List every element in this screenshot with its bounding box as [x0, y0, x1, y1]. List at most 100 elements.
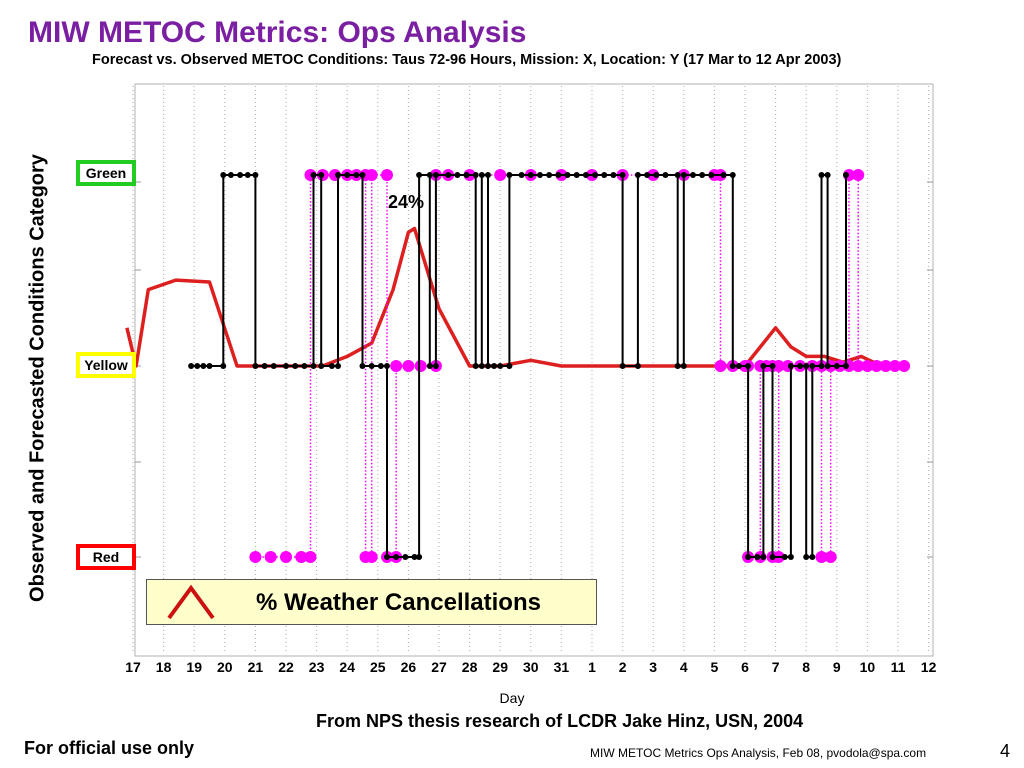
observed-point: [708, 172, 715, 178]
x-tick-label: 19: [186, 659, 202, 675]
observed-point: [610, 172, 617, 178]
observed-point: [619, 172, 626, 178]
observed-point: [506, 363, 513, 369]
observed-point: [653, 172, 660, 178]
observed-point: [283, 363, 289, 369]
observed-point: [824, 172, 831, 178]
x-axis-ticks: 17 18 19 20 21 22 23 24 25 26 27 28 29 30 31 1 2 3 4 5 6 7 8 9 1…: [125, 659, 936, 675]
forecast-point: [402, 360, 415, 372]
observed-point: [555, 172, 562, 178]
category-label-yellow: Yellow: [84, 357, 128, 373]
observed-point: [601, 172, 608, 178]
observed-point: [582, 172, 589, 178]
red-caret-line-icon: [167, 584, 215, 620]
observed-point: [787, 554, 794, 560]
observed-point: [359, 363, 366, 369]
x-tick-label: 5: [711, 659, 719, 675]
observed-point: [527, 172, 534, 178]
observed-point: [310, 363, 317, 369]
observed-point: [478, 363, 485, 369]
x-tick-label: 20: [217, 659, 233, 675]
forecast-point: [815, 551, 828, 563]
x-tick-label: 17: [125, 659, 141, 675]
observed-point: [200, 363, 207, 369]
weather-cancellation-series: [125, 226, 905, 368]
observed-point: [824, 363, 831, 369]
category-box-yellow: Yellow: [76, 352, 136, 378]
observed-point: [619, 363, 626, 369]
observed-point: [842, 363, 849, 369]
observed-point: [368, 363, 375, 369]
x-tick-label: 29: [492, 659, 508, 675]
observed-point: [393, 554, 400, 560]
forecast-point: [390, 360, 403, 372]
forecast-point: [304, 551, 317, 563]
forecast-point: [295, 551, 308, 563]
observed-point: [426, 172, 433, 178]
x-tick-label: 11: [891, 659, 906, 675]
observed-point: [472, 363, 479, 369]
observed-point: [484, 363, 491, 369]
observed-point: [644, 172, 651, 178]
forecast-point: [852, 360, 865, 372]
observed-point: [689, 172, 696, 178]
observed-point: [680, 363, 687, 369]
category-label-red: Red: [92, 549, 120, 565]
category-box-green: Green: [76, 160, 136, 186]
observed-point: [518, 172, 525, 178]
observed-category-series: [188, 172, 849, 560]
forecast-point: [898, 360, 911, 372]
observed-point: [809, 363, 816, 369]
observed-point: [546, 172, 553, 178]
x-tick-label: 9: [833, 659, 841, 675]
forecast-point: [414, 360, 427, 372]
x-axis-title: Day: [499, 690, 525, 706]
observed-point: [760, 554, 767, 560]
observed-point: [432, 172, 439, 178]
observed-point: [735, 363, 742, 369]
observed-point: [634, 172, 641, 178]
x-tick-label: 24: [339, 659, 355, 675]
observed-point: [353, 172, 360, 178]
x-tick-label: 12: [921, 659, 937, 675]
cancellation-line: [125, 226, 905, 368]
observed-point: [335, 172, 342, 178]
observed-point: [478, 172, 485, 178]
source-citation: From NPS thesis research of LCDR Jake Hi…: [316, 711, 804, 731]
observed-point: [662, 172, 669, 178]
slide-title: MIW METOC Metrics: Ops Analysis: [28, 16, 527, 49]
observed-point: [270, 363, 277, 369]
observed-point: [359, 172, 366, 178]
observed-point: [335, 363, 342, 369]
observed-point: [377, 363, 384, 369]
observed-point: [674, 363, 681, 369]
observed-point: [818, 172, 825, 178]
observed-point: [809, 554, 816, 560]
observed-point: [674, 172, 681, 178]
observed-point: [699, 172, 706, 178]
observed-point: [402, 554, 409, 560]
observed-point: [244, 172, 251, 178]
observed-point: [261, 363, 268, 369]
forecast-point: [852, 169, 865, 181]
legend-label: % Weather Cancellations: [256, 589, 541, 616]
x-tick-label: 6: [741, 659, 749, 675]
x-tick-label: 7: [772, 659, 780, 675]
observed-point: [484, 172, 491, 178]
observed-point: [454, 172, 461, 178]
observed-point: [592, 172, 599, 178]
forecast-point: [772, 360, 785, 372]
observed-point: [769, 363, 776, 369]
observed-point: [536, 172, 543, 178]
page-number: 4: [1000, 741, 1011, 761]
observed-point: [416, 554, 423, 560]
x-tick-label: 8: [802, 659, 810, 675]
forecast-point: [264, 551, 277, 563]
observed-point: [745, 554, 752, 560]
observed-point: [781, 554, 788, 560]
observed-point: [328, 363, 335, 369]
forecast-point: [714, 360, 727, 372]
forecast-point: [380, 169, 393, 181]
observed-point: [252, 172, 259, 178]
footer-classification: For official use only: [24, 738, 195, 758]
